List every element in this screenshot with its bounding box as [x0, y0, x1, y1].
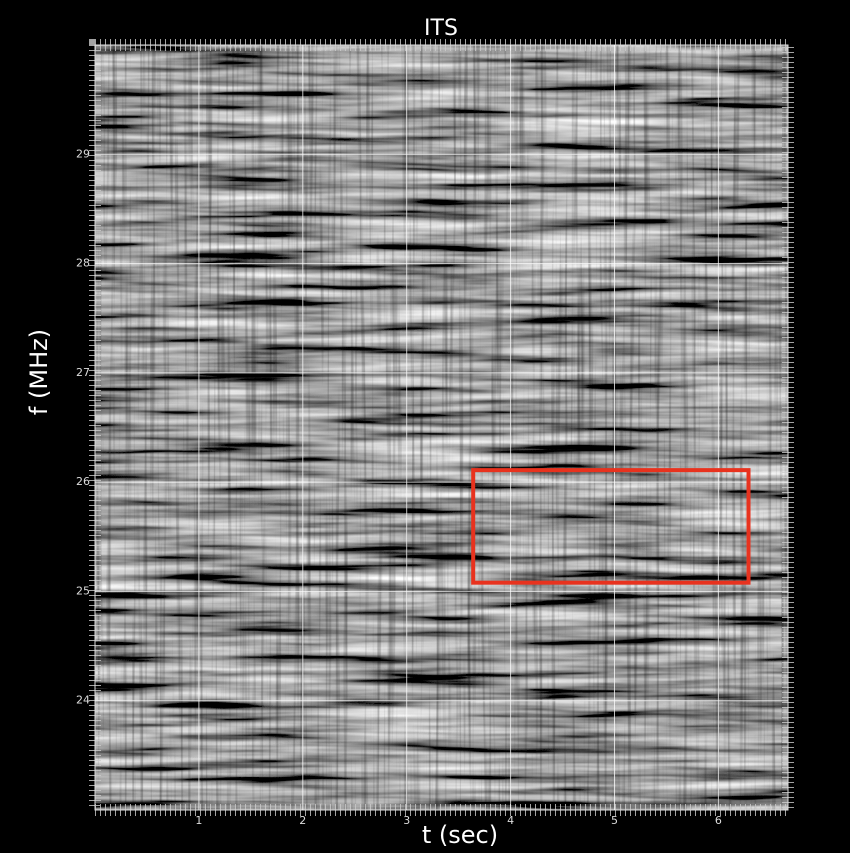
y-tick-label: 25: [76, 584, 90, 597]
x-tick-label: 3: [403, 814, 410, 827]
chart-title: ITS: [424, 16, 458, 41]
y-tick-label: 26: [76, 475, 90, 488]
x-axis-label: t (sec): [422, 821, 498, 849]
plot-frame: [94, 44, 789, 811]
y-tick-label: 27: [76, 366, 90, 379]
x-tick-label: 5: [611, 814, 618, 827]
y-tick-label: 24: [76, 694, 90, 707]
x-tick-label: 1: [195, 814, 202, 827]
spectrogram-streaks: [95, 45, 788, 810]
y-tick-label: 28: [76, 257, 90, 270]
y-axis-label: f (MHz): [25, 329, 53, 415]
y-tick-label: 29: [76, 147, 90, 160]
x-tick-label: 2: [299, 814, 306, 827]
highlight-box: [471, 468, 751, 585]
x-tick-label: 6: [715, 814, 722, 827]
x-tick-label: 4: [507, 814, 514, 827]
